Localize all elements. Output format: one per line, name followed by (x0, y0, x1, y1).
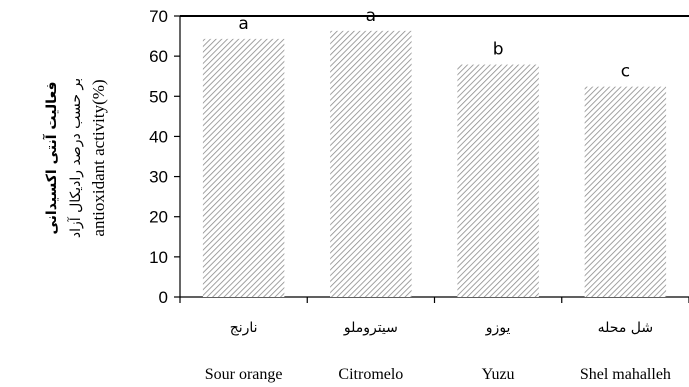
y-tick-label: 30 (149, 168, 168, 187)
y-axis-title-fa-line1: فعالیت آنتی اکسیدانی (42, 81, 60, 234)
bar-data-label: a (238, 14, 248, 34)
bar-series (202, 30, 667, 298)
category-label-fa: نارنج (230, 320, 258, 336)
category-label-fa: شل محله (598, 320, 653, 336)
category-label-en: Sour orange (205, 366, 283, 383)
y-tick-label: 70 (149, 7, 168, 26)
y-axis-ticks: 0 10 20 30 40 50 60 70 (149, 7, 180, 307)
y-axis-title-fa-line2: بر حسب درصد رادیکال آزاد (67, 78, 84, 238)
y-tick-label: 10 (149, 248, 168, 267)
x-axis-ticks (179, 297, 689, 303)
bar (330, 30, 412, 298)
y-tick-label: 60 (149, 47, 168, 66)
bar (457, 64, 539, 297)
y-tick-label: 0 (159, 288, 168, 307)
category-label-fa: یوزو (485, 320, 511, 336)
bar-data-label: c (621, 62, 630, 82)
category-label-fa: سیتروملو (343, 320, 398, 336)
category-labels: نارنج Sour orange سیتروملو Citromelo یوزو Yuz… (205, 320, 671, 383)
y-tick-label: 40 (149, 127, 168, 146)
bar-data-label: a (366, 6, 376, 26)
category-label-en: Yuzu (482, 366, 515, 383)
category-label-en: Citromelo (338, 366, 403, 383)
bar-data-label: b (493, 40, 504, 60)
category-label-en: Shel mahalleh (580, 366, 671, 383)
bar (584, 86, 667, 297)
y-tick-label: 50 (149, 87, 168, 106)
y-tick-label: 20 (149, 208, 168, 227)
y-axis-title-en: antioxidant activity(%) (89, 79, 108, 236)
bar (202, 38, 285, 297)
data-labels: a a b c (238, 6, 630, 82)
